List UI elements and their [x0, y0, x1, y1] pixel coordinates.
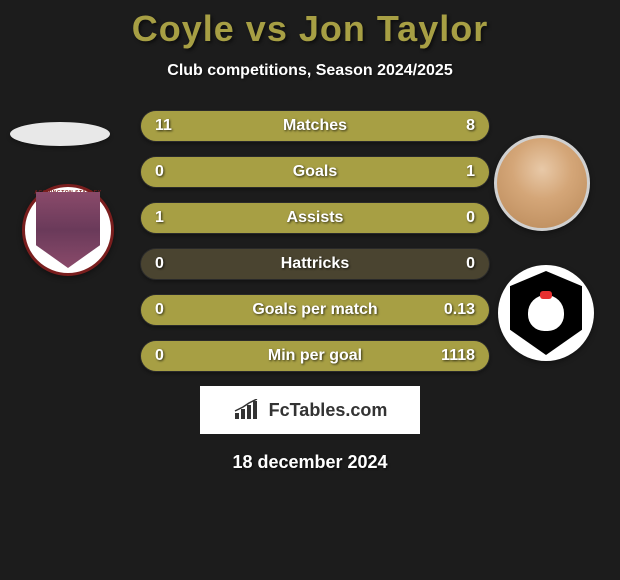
- stat-label: Goals per match: [141, 301, 489, 319]
- stat-value-right: 0.13: [444, 301, 475, 319]
- stat-label: Matches: [141, 117, 489, 135]
- stat-row: 0Min per goal1118: [140, 340, 490, 372]
- stat-row: 1Assists0: [140, 202, 490, 234]
- stat-label: Hattricks: [141, 255, 489, 273]
- stat-list: 11Matches80Goals11Assists00Hattricks00Go…: [140, 110, 490, 372]
- stat-row: 11Matches8: [140, 110, 490, 142]
- brand-text: FcTables.com: [269, 400, 388, 421]
- crest-right-shield: [510, 271, 582, 355]
- crest-accent: [540, 291, 552, 299]
- stat-value-right: 0: [466, 255, 475, 273]
- stat-row: 0Hattricks0: [140, 248, 490, 280]
- stat-label: Assists: [141, 209, 489, 227]
- stat-row: 0Goals per match0.13: [140, 294, 490, 326]
- lion-icon: [528, 295, 564, 331]
- player-right-avatar: [494, 135, 590, 231]
- branding-badge: FcTables.com: [200, 386, 420, 434]
- stat-value-right: 1118: [441, 347, 475, 365]
- player-right-crest: [498, 265, 594, 361]
- stat-value-right: 0: [466, 209, 475, 227]
- chart-icon: [233, 399, 261, 421]
- stat-label: Min per goal: [141, 347, 489, 365]
- date-label: 18 december 2024: [0, 452, 620, 473]
- stat-value-right: 8: [466, 117, 475, 135]
- stat-row: 0Goals1: [140, 156, 490, 188]
- crest-left-shield: [36, 192, 100, 268]
- page-subtitle: Club competitions, Season 2024/2025: [0, 62, 620, 80]
- player-left-avatar: [10, 122, 110, 146]
- stat-value-right: 1: [466, 163, 475, 181]
- content-area: ACCRINGTON STANLEY 11Matches80Goals11Ass…: [0, 110, 620, 372]
- page-title: Coyle vs Jon Taylor: [0, 0, 620, 50]
- player-left-crest: ACCRINGTON STANLEY: [22, 184, 114, 276]
- stat-label: Goals: [141, 163, 489, 181]
